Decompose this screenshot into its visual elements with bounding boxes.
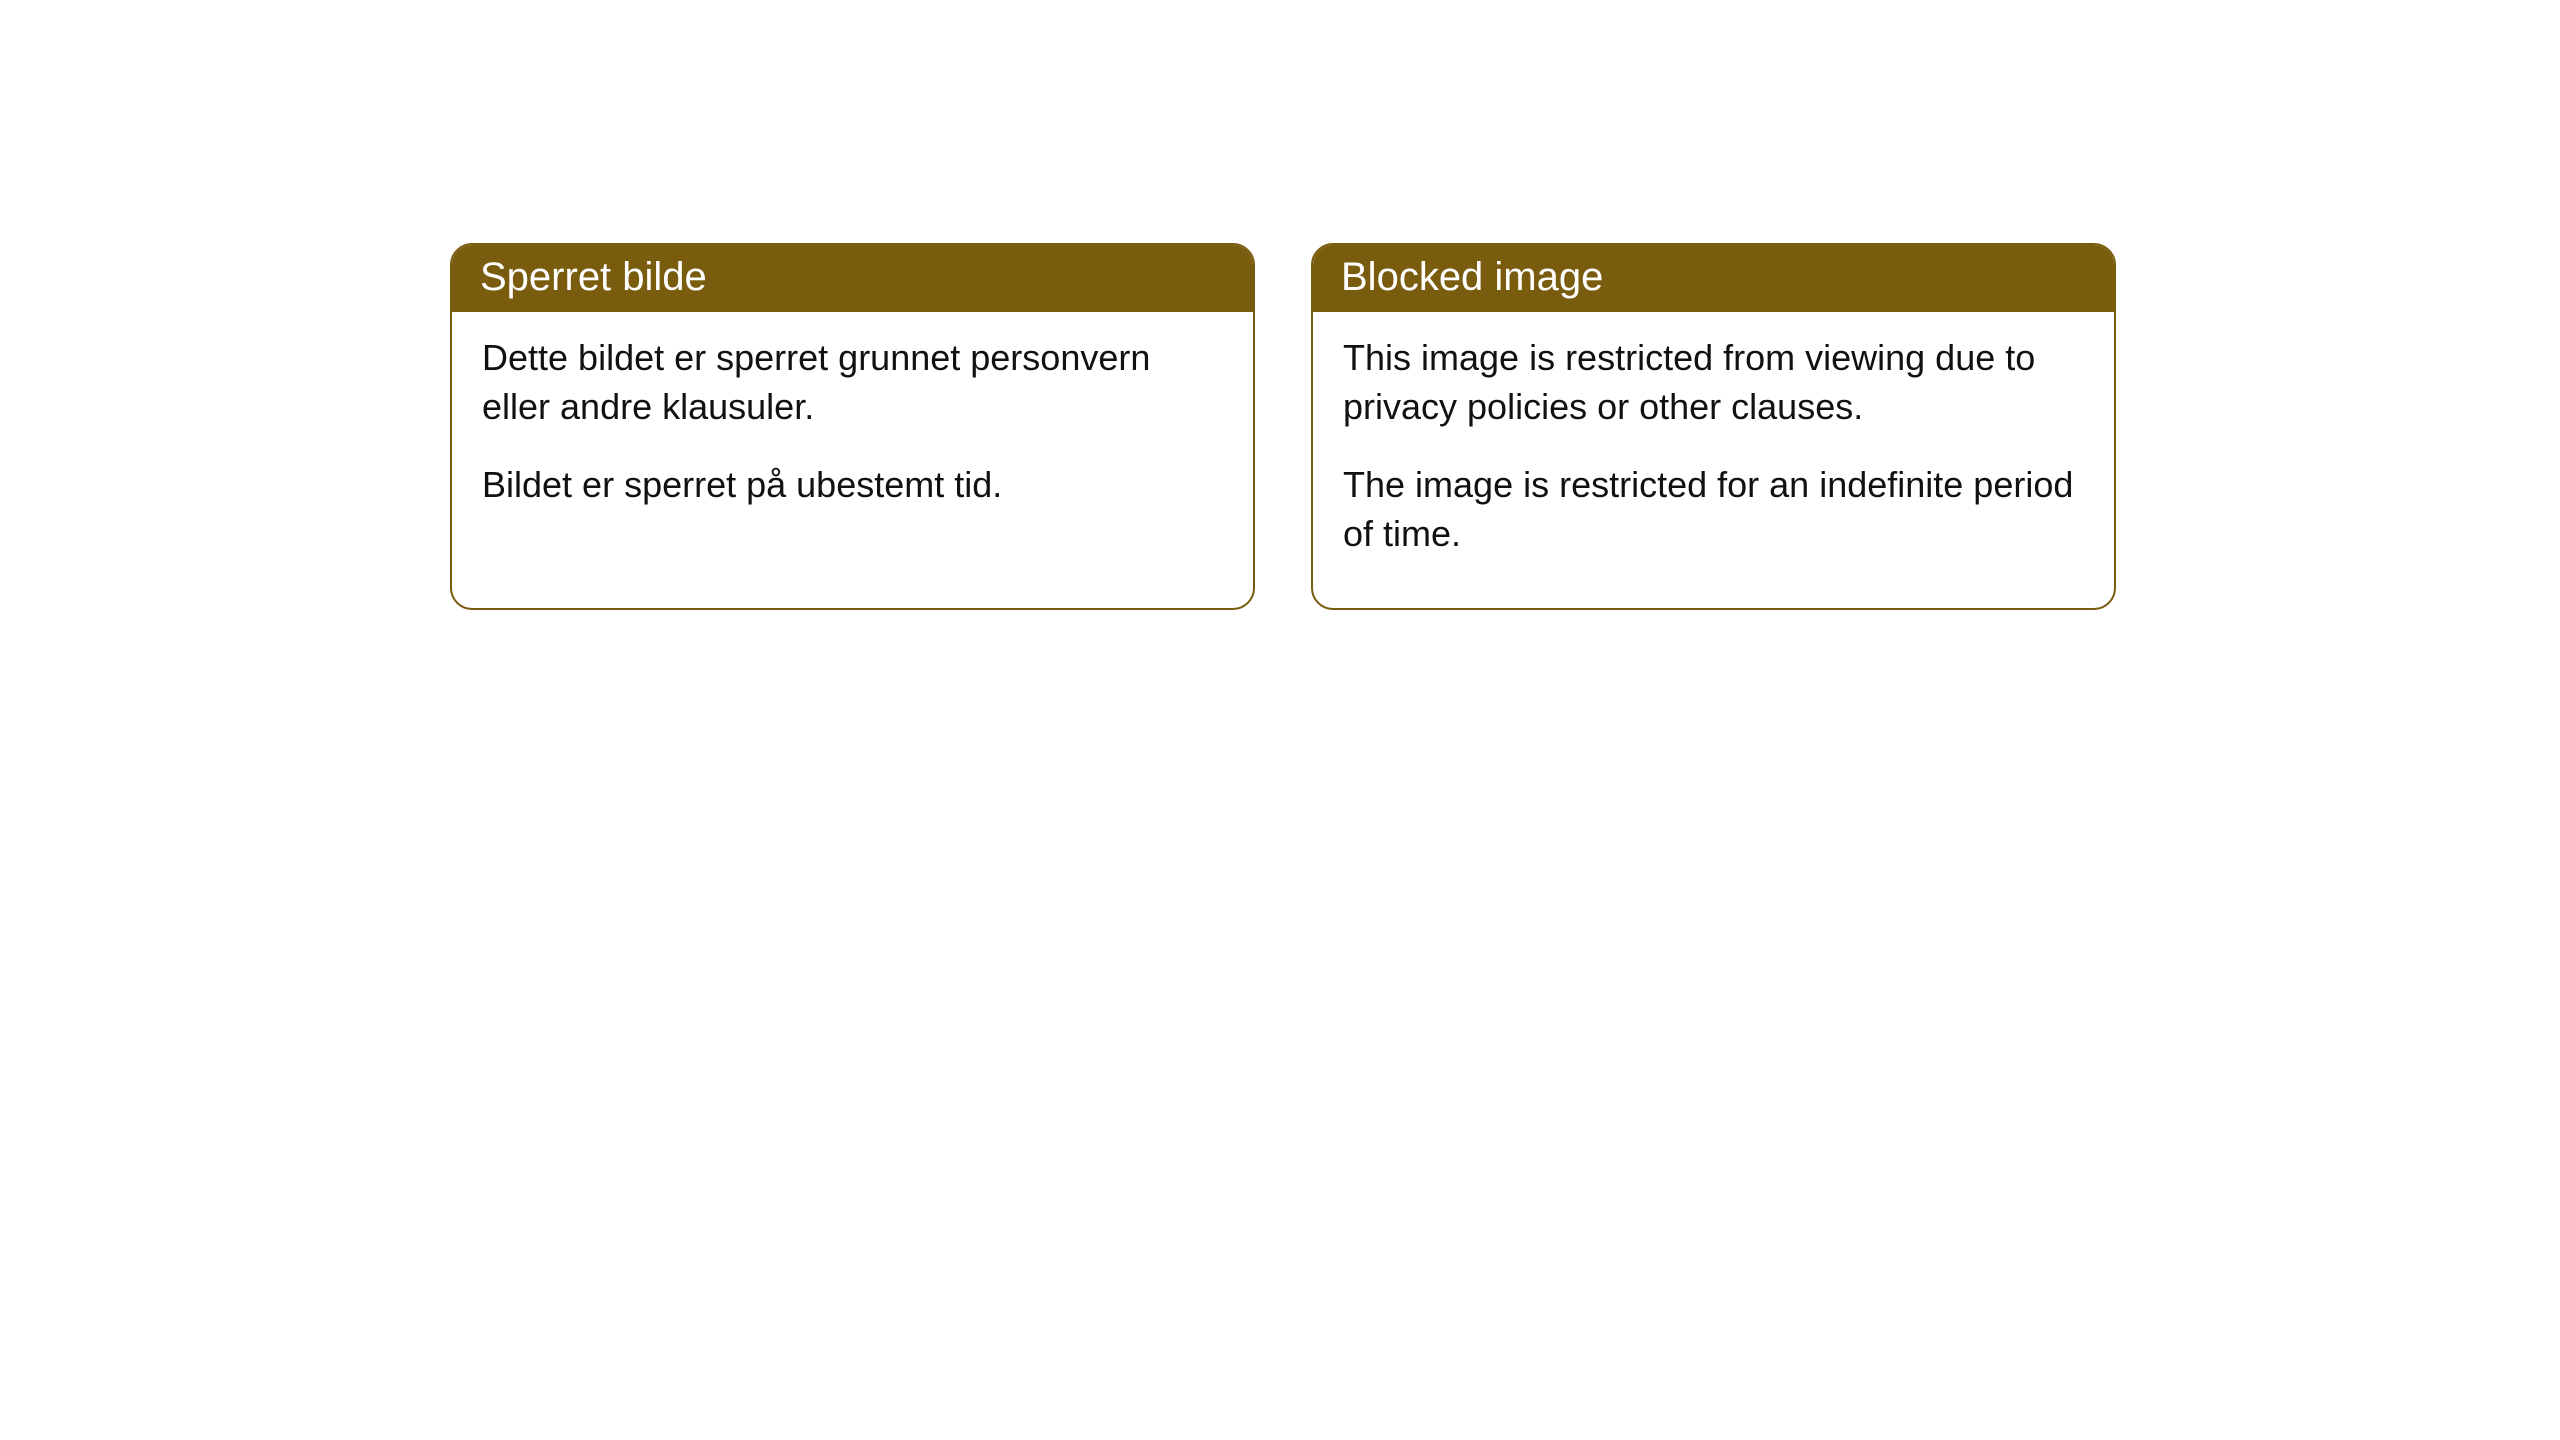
card-paragraph: The image is restricted for an indefinit… (1343, 461, 2084, 558)
card-header: Sperret bilde (452, 245, 1253, 312)
card-title: Blocked image (1341, 255, 1603, 299)
card-header: Blocked image (1313, 245, 2114, 312)
card-paragraph: Dette bildet er sperret grunnet personve… (482, 334, 1223, 431)
blocked-image-card-norwegian: Sperret bilde Dette bildet er sperret gr… (450, 243, 1255, 610)
card-paragraph: Bildet er sperret på ubestemt tid. (482, 461, 1223, 510)
card-paragraph: This image is restricted from viewing du… (1343, 334, 2084, 431)
blocked-image-card-english: Blocked image This image is restricted f… (1311, 243, 2116, 610)
card-body: This image is restricted from viewing du… (1313, 312, 2114, 608)
notice-cards-container: Sperret bilde Dette bildet er sperret gr… (450, 243, 2116, 610)
card-title: Sperret bilde (480, 255, 707, 299)
card-body: Dette bildet er sperret grunnet personve… (452, 312, 1253, 560)
